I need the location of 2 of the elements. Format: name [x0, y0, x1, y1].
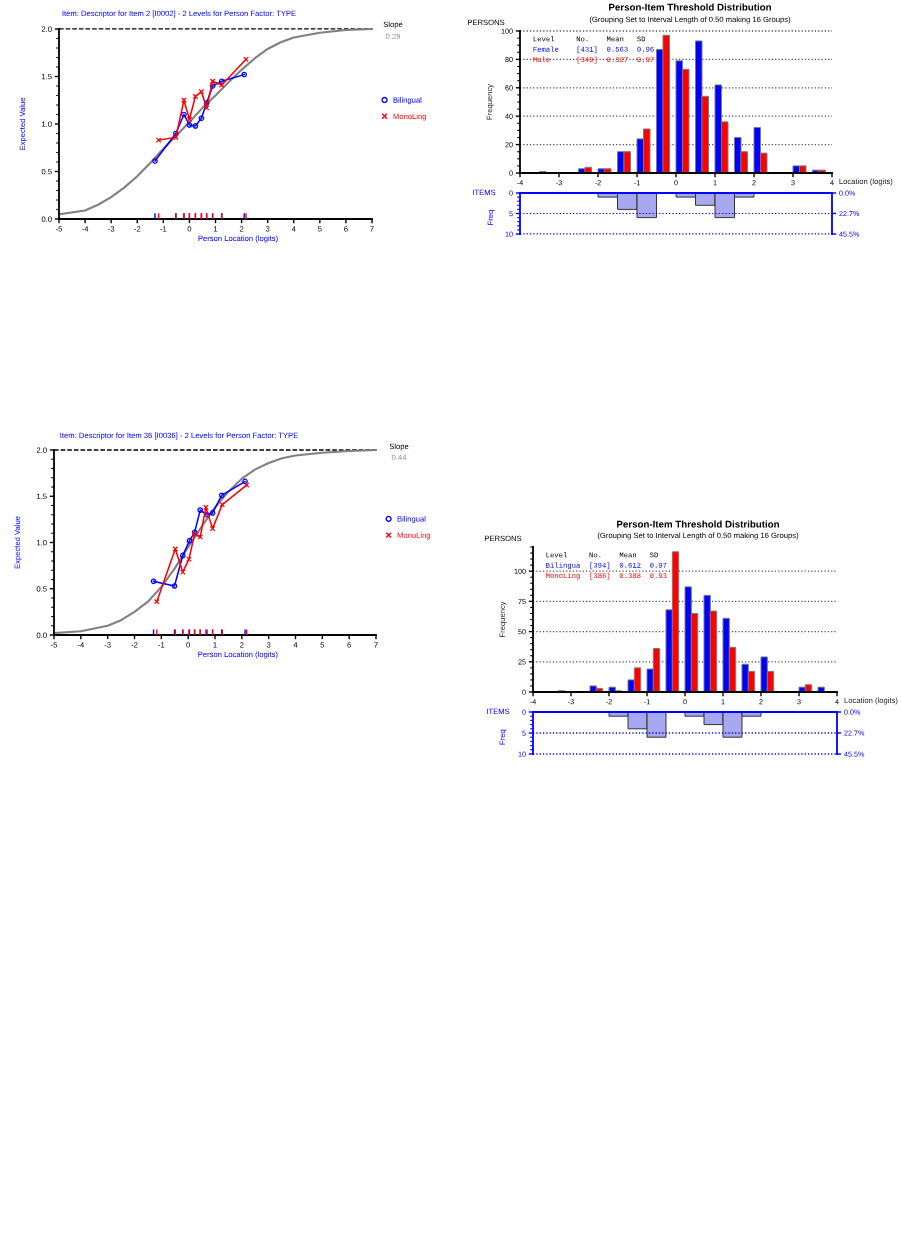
chart-title: Person-Item Threshold Distribution [609, 3, 771, 11]
chart-title: Person-Item Threshold Distribution [617, 520, 779, 528]
